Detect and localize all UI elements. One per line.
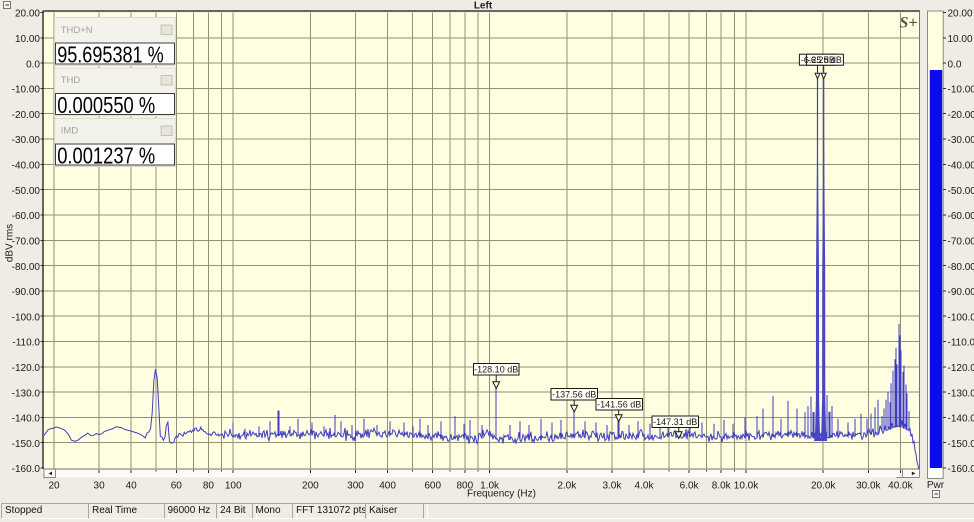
svg-text:-90.00: -90.00: [948, 287, 974, 298]
svg-text:IMD: IMD: [61, 126, 79, 137]
svg-text:dBV rms: dBV rms: [5, 224, 16, 262]
svg-text:Pwr: Pwr: [927, 480, 945, 491]
svg-text:-130.0: -130.0: [948, 388, 974, 399]
svg-text:-70.00: -70.00: [12, 237, 41, 248]
svg-text:-160.0: -160.0: [948, 464, 974, 475]
svg-text:10.00: 10.00: [948, 34, 973, 45]
svg-text:Left: Left: [474, 1, 493, 12]
svg-text:30: 30: [94, 480, 106, 491]
svg-text:2.0k: 2.0k: [557, 480, 577, 491]
svg-text:-60.00: -60.00: [948, 211, 974, 222]
svg-text:-70.00: -70.00: [948, 237, 974, 248]
svg-text:-60.00: -60.00: [12, 211, 41, 222]
svg-text:80: 80: [203, 480, 215, 491]
svg-text:-141.56 dB: -141.56 dB: [597, 400, 641, 410]
svg-text:400: 400: [379, 480, 396, 491]
svg-text:-80.00: -80.00: [12, 262, 41, 273]
svg-text:-128.10 dB: -128.10 dB: [474, 365, 518, 375]
svg-text:4.0k: 4.0k: [635, 480, 655, 491]
svg-text:20: 20: [48, 480, 60, 491]
svg-text:-50.00: -50.00: [948, 186, 974, 197]
svg-text:THD: THD: [61, 75, 81, 86]
svg-text:-130.0: -130.0: [12, 388, 41, 399]
svg-text:-100.0: -100.0: [948, 312, 974, 323]
svg-text:20.0k: 20.0k: [811, 480, 836, 491]
svg-text:THD+N: THD+N: [61, 25, 93, 36]
svg-text:600: 600: [424, 480, 441, 491]
svg-text:-140.0: -140.0: [12, 414, 41, 425]
svg-text:20.00: 20.00: [15, 9, 40, 20]
svg-text:300: 300: [347, 480, 364, 491]
svg-text:10.00: 10.00: [15, 34, 40, 45]
svg-text:60: 60: [171, 480, 183, 491]
svg-text:-147.31 dB: -147.31 dB: [653, 417, 697, 427]
svg-text:40: 40: [126, 480, 138, 491]
svg-text:100: 100: [225, 480, 242, 491]
svg-text:-120.0: -120.0: [12, 363, 41, 374]
svg-text:3.0k: 3.0k: [602, 480, 622, 491]
svg-text:6.0k: 6.0k: [680, 480, 700, 491]
svg-text:-150.0: -150.0: [948, 439, 974, 450]
svg-text:-150.0: -150.0: [12, 439, 41, 450]
svg-text:0.0: 0.0: [26, 59, 40, 70]
svg-text:-110.0: -110.0: [12, 338, 40, 349]
svg-text:10.0k: 10.0k: [734, 480, 759, 491]
svg-text:-120.0: -120.0: [948, 363, 974, 374]
svg-text:-90.00: -90.00: [12, 287, 41, 298]
svg-text:95.695381 %: 95.695381 %: [57, 42, 164, 68]
svg-text:0.000550 %: 0.000550 %: [57, 92, 155, 118]
svg-text:40.0k: 40.0k: [888, 480, 913, 491]
svg-text:-10.00: -10.00: [948, 85, 974, 96]
svg-text:-50.00: -50.00: [12, 186, 41, 197]
svg-text:Frequency (Hz): Frequency (Hz): [467, 488, 536, 499]
svg-text:0.0: 0.0: [948, 59, 962, 70]
svg-text:-30.00: -30.00: [12, 135, 41, 146]
svg-text:-6.25 dB: -6.25 dB: [808, 55, 842, 65]
svg-text:-30.00: -30.00: [948, 135, 974, 146]
svg-text:200: 200: [302, 480, 319, 491]
svg-text:20.00: 20.00: [948, 9, 973, 20]
svg-text:-80.00: -80.00: [948, 262, 974, 273]
svg-text:-40.00: -40.00: [948, 161, 974, 172]
svg-text:-10.00: -10.00: [12, 85, 41, 96]
svg-text:-100.0: -100.0: [12, 312, 41, 323]
svg-text:-137.56 dB: -137.56 dB: [552, 390, 596, 400]
svg-text:-20.00: -20.00: [948, 110, 974, 121]
svg-text:-20.00: -20.00: [12, 110, 41, 121]
svg-text:-140.0: -140.0: [948, 414, 974, 425]
svg-text:30.0k: 30.0k: [856, 480, 881, 491]
svg-text:S+: S+: [899, 15, 917, 32]
svg-text:0.001237 %: 0.001237 %: [57, 142, 155, 168]
svg-text:-40.00: -40.00: [12, 161, 41, 172]
svg-text:-160.0: -160.0: [12, 464, 41, 475]
svg-text:-110.0: -110.0: [948, 338, 974, 349]
svg-text:8.0k: 8.0k: [712, 480, 732, 491]
